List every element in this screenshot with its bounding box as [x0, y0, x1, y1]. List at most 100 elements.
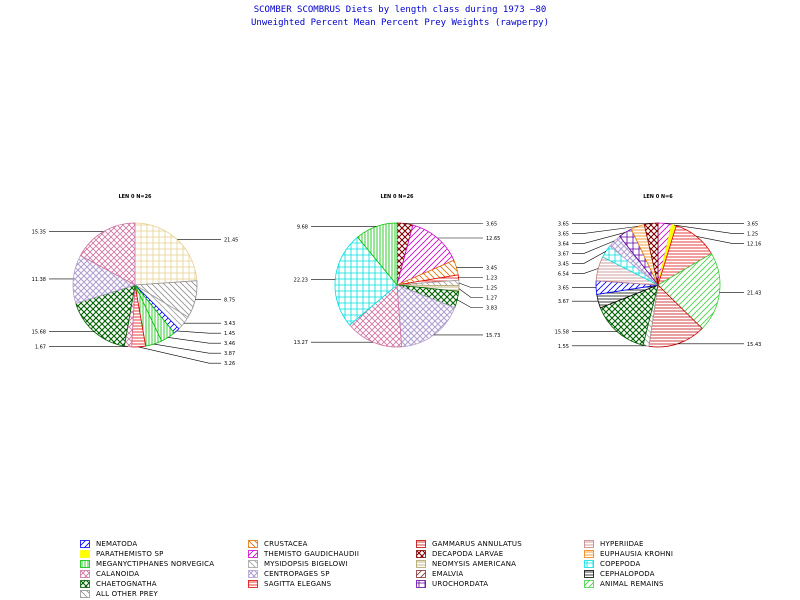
- slice-value-label: 1.25: [486, 286, 497, 292]
- legend-swatch: [248, 580, 258, 588]
- slice-value-label: 3.64: [558, 241, 569, 247]
- slice-value-label: 13.27: [294, 340, 308, 346]
- pie-slice: [599, 284, 659, 346]
- pie-chart-3: LEN 0 N=6 3.65 1.25 12.16 21.43 15.43 3.65 3.65…: [555, 194, 762, 350]
- legend-item-euphausia: EUPHAUSIA KROHNI: [584, 549, 673, 559]
- legend-label: NEOMYSIS AMERICANA: [432, 560, 517, 568]
- leader-line: [673, 224, 744, 234]
- slice-value-label: 3.65: [747, 221, 758, 227]
- legend-item-other: ALL OTHER PREY: [80, 589, 158, 599]
- legend-swatch: [416, 560, 426, 568]
- slice-value-label: 3.45: [558, 261, 569, 267]
- legend-swatch: [80, 540, 90, 548]
- legend-item-decapoda: DECAPODA LARVAE: [416, 549, 503, 559]
- leader-line: [138, 346, 221, 364]
- slice-value-label: 3.83: [486, 306, 497, 312]
- legend-swatch: [584, 570, 594, 578]
- legend-swatch: [248, 540, 258, 548]
- slice-value-label: 22.23: [294, 277, 308, 283]
- legend-swatch: [416, 570, 426, 578]
- legend-label: ANIMAL REMAINS: [600, 580, 664, 588]
- slice-value-label: 15.58: [555, 330, 569, 336]
- pie-title: LEN 0 N=6: [643, 194, 673, 200]
- slice-value-label: 3.65: [558, 221, 569, 227]
- figure-title-block: SCOMBER SCOMBRUS Diets by length class d…: [0, 4, 800, 30]
- figure-title: SCOMBER SCOMBRUS Diets by length class d…: [253, 5, 547, 15]
- slice-value-label: 1.67: [35, 345, 46, 351]
- slice-value-label: 12.65: [486, 236, 500, 242]
- legend-label: MYSIDOPSIS BIGELOWI: [264, 560, 348, 568]
- legend-swatch: [248, 570, 258, 578]
- slice-value-label: 1.45: [224, 331, 235, 337]
- slice-value-label: 1.27: [486, 296, 497, 302]
- legend-item-centropages: CENTROPAGES SP: [248, 569, 330, 579]
- slice-value-label: 3.46: [224, 341, 235, 347]
- legend-swatch: [584, 560, 594, 568]
- leader-line: [572, 226, 638, 234]
- leader-line: [572, 240, 615, 254]
- leader-line: [696, 236, 744, 244]
- legend-label: EMALVIA: [432, 570, 464, 578]
- legend-item-sagitta: SAGITTA ELEGANS: [248, 579, 331, 589]
- leader-line: [176, 330, 221, 334]
- legend-swatch: [416, 550, 426, 558]
- legend-label: CEPHALOPODA: [600, 570, 655, 578]
- pie-slice: [657, 253, 721, 330]
- leader-line: [458, 288, 483, 298]
- slice-value-label: 3.87: [224, 351, 235, 357]
- legend-swatch: [584, 540, 594, 548]
- leader-line: [457, 299, 483, 308]
- pie-slice: [643, 222, 659, 286]
- slice-value-label: 3.67: [558, 299, 569, 305]
- slice-value-label: 6.54: [558, 271, 569, 277]
- legend-label: CENTROPAGES SP: [264, 570, 330, 578]
- slice-value-label: 3.65: [558, 231, 569, 237]
- slice-value-label: 15.73: [486, 333, 500, 339]
- legend-label: CHAETOGNATHA: [96, 580, 157, 588]
- legend-item-copepoda: COPEPODA: [584, 559, 640, 569]
- slice-value-label: 1.25: [747, 231, 758, 237]
- legend-swatch: [80, 580, 90, 588]
- pie-slice: [396, 224, 455, 286]
- pie-slice: [349, 284, 403, 348]
- legend-label: HYPERIIDAE: [600, 540, 644, 548]
- legend-item-animal: ANIMAL REMAINS: [584, 579, 664, 589]
- legend-item-hyperiidae: HYPERIIDAE: [584, 539, 644, 549]
- pie-title: LEN 0 N=26: [380, 194, 414, 200]
- slice-value-label: 3.26: [224, 361, 235, 367]
- legend-swatch: [80, 570, 90, 578]
- legend-swatch: [584, 550, 594, 558]
- slice-value-label: 1.55: [558, 344, 569, 350]
- pie-chart-2: LEN 0 N=26 3.65 12.65 3.45 1.23 1.25 1.27 3.83 1…: [294, 194, 500, 348]
- legend-label: ALL OTHER PREY: [96, 590, 158, 598]
- legend-item-emalvia: EMALVIA: [416, 569, 463, 579]
- legend-item-gammarus: GAMMARUS ANNULATUS: [416, 539, 522, 549]
- legend-item-meganyctiphanes: MEGANYCTIPHANES NORVEGICA: [80, 559, 214, 569]
- slice-value-label: 3.45: [486, 265, 497, 271]
- slice-value-label: 3.65: [486, 222, 497, 228]
- legend-item-neomysis: NEOMYSIS AMERICANA: [416, 559, 516, 569]
- legend-label: SAGITTA ELEGANS: [264, 580, 332, 588]
- legend-item-crustacea: CRUSTACEA: [248, 539, 308, 549]
- legend-swatch: [584, 580, 594, 588]
- leader-line: [572, 232, 626, 244]
- legend-swatch: [80, 550, 90, 558]
- legend-label: GAMMARUS ANNULATUS: [432, 540, 522, 548]
- figure-subtitle: Unweighted Percent Mean Percent Prey Wei…: [250, 18, 549, 28]
- slice-value-label: 12.16: [747, 241, 761, 247]
- legend-item-mysidopsis: MYSIDOPSIS BIGELOWI: [248, 559, 348, 569]
- pie-slice: [75, 284, 136, 347]
- legend-label: UROCHORDATA: [432, 580, 489, 588]
- slice-value-label: 15.35: [32, 230, 46, 236]
- legend-swatch: [80, 590, 90, 598]
- legend-swatch: [248, 550, 258, 558]
- legend-item-parathemisto: PARATHEMISTO SP: [80, 549, 164, 559]
- legend-label: CRUSTACEA: [264, 540, 308, 548]
- legend-label: COPEPODA: [600, 560, 641, 568]
- pie-title: LEN 0 N=26: [118, 194, 152, 200]
- legend-label: NEMATODA: [96, 540, 138, 548]
- leader-line: [572, 251, 607, 264]
- legend-item-themisto: THEMISTO GAUDICHAUDII: [248, 549, 359, 559]
- slice-value-label: 9.68: [297, 225, 308, 231]
